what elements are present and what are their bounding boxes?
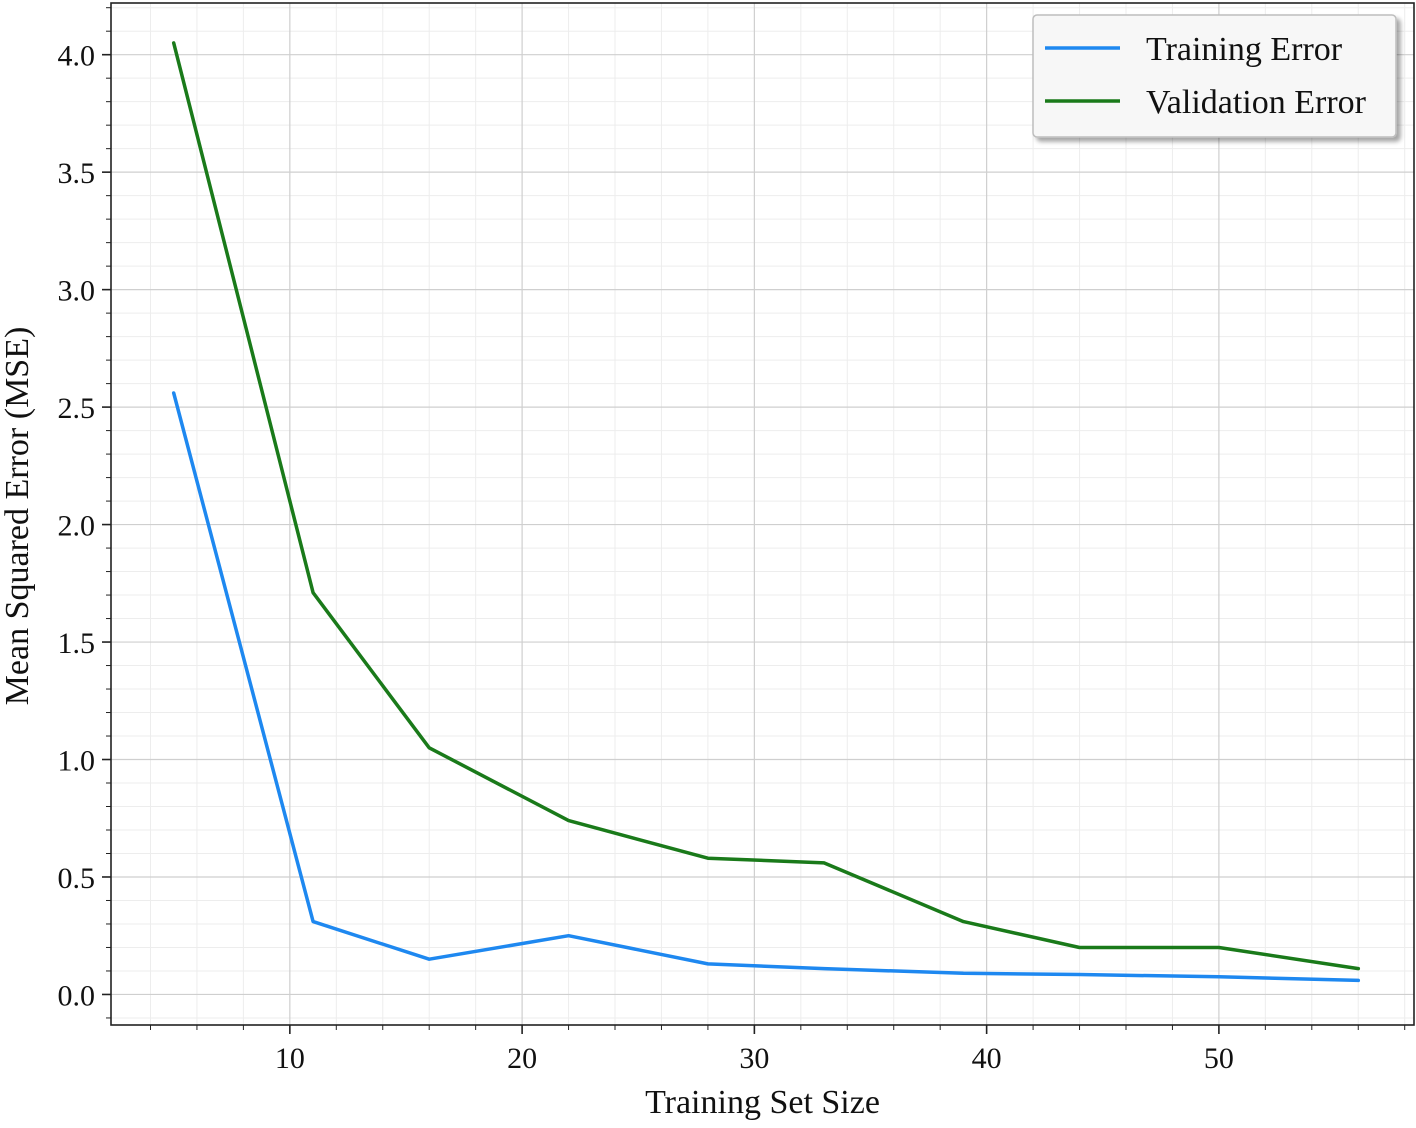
x-tick-label: 40 [972, 1042, 1002, 1075]
axes [110, 2, 1415, 1026]
x-tick-label: 10 [275, 1042, 305, 1075]
plot-frame [110, 2, 1415, 1026]
x-axis-label: Training Set Size [645, 1084, 880, 1121]
series-layer [171, 41, 1361, 983]
legend-label-validation-error: Validation Error [1146, 84, 1367, 121]
series-line-validation-error [171, 41, 1361, 971]
x-tick-label: 20 [507, 1042, 537, 1075]
series-line-training-error [171, 391, 1361, 983]
y-tick-label: 0.5 [58, 862, 96, 895]
y-tick-label: 3.5 [58, 157, 96, 190]
ticks: 10 20 30 40 50 0.0 0.5 1.0 1.5 2.0 2.5 3.0 3.5 4.0 [58, 7, 1406, 1075]
legend-box [1032, 14, 1397, 138]
y-tick-label: 1.5 [58, 627, 96, 660]
y-tick-label: 0.0 [58, 979, 96, 1012]
legend-label-training-error: Training Error [1146, 31, 1343, 68]
x-tick-label: 30 [739, 1042, 769, 1075]
x-tick-label: 50 [1204, 1042, 1234, 1075]
minor-grid [111, 3, 1414, 1025]
y-tick-label: 4.0 [58, 40, 96, 73]
y-tick-label: 1.0 [58, 745, 96, 778]
major-grid [111, 3, 1414, 1025]
legend: Training Error Validation Error [1032, 14, 1397, 138]
y-tick-label: 2.0 [58, 510, 96, 543]
y-axis-label: Mean Squared Error (MSE) [0, 327, 36, 706]
y-tick-label: 2.5 [58, 392, 96, 425]
y-tick-label: 3.0 [58, 275, 96, 308]
